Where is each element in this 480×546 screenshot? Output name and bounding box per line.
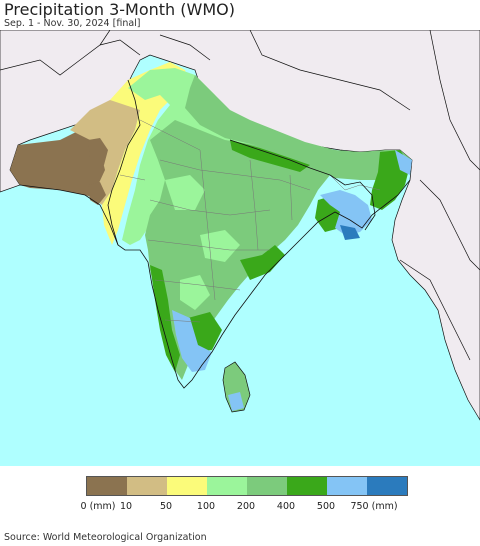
legend-swatch-4 [247, 477, 287, 495]
legend-swatch-3 [207, 477, 247, 495]
internal-borders [119, 119, 381, 323]
legend-label-3: 100 [196, 501, 216, 512]
country-border-nepal [229, 139, 331, 176]
legend-label-1: 10 [119, 501, 133, 512]
legend-label-0: 0 (mm) [80, 501, 116, 512]
legend-swatch-7 [367, 477, 407, 495]
precipitation-map [0, 30, 480, 466]
neighbor-borders [0, 30, 480, 361]
country-border-pak-ind [107, 79, 141, 246]
region-blue-ne [395, 150, 412, 175]
legend-labels: 0 (mm) 10 50 100 200 400 500 750 (mm) [81, 501, 426, 515]
legend-label-5: 400 [276, 501, 296, 512]
region-dark-green-coast [150, 265, 180, 372]
region-light-green-patch-2 [200, 230, 240, 262]
region-blue-bengal [320, 190, 372, 235]
region-light-green-patch [165, 175, 205, 210]
region-sri-lanka-blue [228, 392, 244, 411]
region-dark-blue-delta [340, 225, 360, 240]
legend-swatch-0 [87, 477, 127, 495]
legend-color-bar [86, 476, 408, 496]
legend-swatch-5 [287, 477, 327, 495]
legend-swatch-6 [327, 477, 367, 495]
region-dry-patch-2 [88, 182, 106, 205]
legend-label-7: 750 (mm) [350, 501, 398, 512]
country-border-bangladesh [329, 174, 376, 231]
coastline [19, 179, 411, 389]
region-yellow-band [102, 62, 190, 245]
legend-swatch-1 [127, 477, 167, 495]
legend-label-4: 200 [236, 501, 256, 512]
region-dry-patch [88, 138, 108, 172]
region-dark-green-andhra [240, 245, 285, 280]
map-title: Precipitation 3-Month (WMO) [4, 0, 235, 19]
region-dark-green-himalaya [230, 140, 310, 172]
legend: 0 (mm) 10 50 100 200 400 500 750 (mm) [81, 476, 426, 515]
region-blue-south [172, 310, 212, 372]
region-north-strip [185, 75, 412, 180]
legend-label-6: 500 [316, 501, 336, 512]
source-credit: Source: World Meteorological Organizatio… [4, 532, 207, 543]
legend-label-2: 50 [159, 501, 173, 512]
map-subtitle: Sep. 1 - Nov. 30, 2024 [final] [4, 18, 141, 29]
legend-swatch-2 [167, 477, 207, 495]
